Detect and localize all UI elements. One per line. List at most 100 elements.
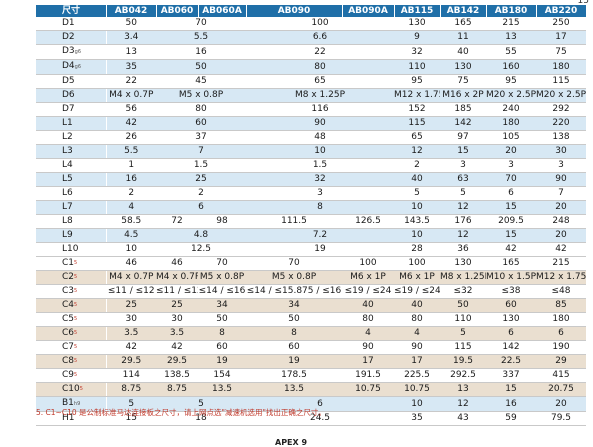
table-row: L8 58.5 72 98 111.5 126.5 143.5 176 209.5 248 [36,214,586,229]
table-cell: 5 [440,326,486,341]
table-cell: 25 [156,172,246,187]
table-cell: 4.8 [156,228,246,243]
table-cell: 2 [156,186,246,201]
table-cell: 10 [394,200,440,215]
table-cell: 50 [156,59,246,75]
table-cell: 100 [246,17,394,31]
table-cell: 90 [342,340,394,355]
table-cell: 115 [536,74,586,89]
table-cell: 5.5 [156,30,246,45]
table-cell: 32 [246,172,394,187]
table-cell: 10.75 [394,382,440,397]
table-cell: 15 [486,382,536,397]
table-cell: 248 [536,214,586,229]
table-cell: 130 [440,59,486,75]
table-cell: 42 [486,242,536,257]
table-cell: 10 [394,228,440,243]
table-cell: M6 x 1P [342,270,394,285]
row-label: D6 [36,88,107,103]
table-cell: 220 [536,116,586,131]
row-label: L10 [36,242,107,257]
table-cell: 80 [156,102,246,117]
table-row: C35≤11 / ≤12≤11 / ≤12≤14 / ≤16≤14 / ≤15.… [36,284,586,299]
table-cell: 90 [536,172,586,187]
table-cell: 111.5 [246,214,342,229]
row-label: L2 [36,130,107,145]
table-cell: 8 [198,326,246,341]
table-cell: 6 [486,326,536,341]
table-cell: 11 [440,30,486,45]
table-cell: 12 [440,200,486,215]
table-row: L1 42 60 90 115 142 180 220 [36,116,586,131]
row-label: L8 [36,214,107,229]
table-cell: 130 [486,312,536,327]
table-cell: 3 [486,158,536,173]
table-row: L9 4.5 4.8 7.2 10 12 15 20 [36,228,586,243]
row-label: L1 [36,116,107,131]
table-cell: 105 [486,130,536,145]
table-cell: 13 [486,30,536,45]
row-label: H1 [36,411,107,426]
table-cell: 43 [440,411,486,426]
table-cell: 250 [536,17,586,31]
table-cell: 50 [106,17,156,31]
row-label: L9 [36,228,107,243]
table-cell: 97 [440,130,486,145]
table-cell: 1 [106,158,156,173]
table-row: C45 25 25 34 34 40 40 50 60 85 [36,298,586,313]
table-row: L7 4 6 8 10 12 15 20 [36,200,586,215]
table-cell: 19 [198,354,246,369]
table-row: D4g6 35 50 80 110 130 160 180 [36,59,586,75]
table-cell: 142 [440,116,486,131]
row-label-note: 5 [79,386,83,392]
table-cell: 16 [156,44,246,60]
table-cell: 40 [394,172,440,187]
table-cell: 30 [156,312,198,327]
table-cell: 30 [106,312,156,327]
footnote: 5. C1~C10 是公制标准马达连接板之尺寸，请上网点选"减速机选用"找出正确… [36,408,326,417]
table-cell: 17 [342,354,394,369]
table-cell: 143.5 [394,214,440,229]
table-cell: 19.5 [440,354,486,369]
table-cell: M4 x 0.7P [106,270,156,285]
row-label-note: 5 [74,260,78,266]
row-label-note: 5 [74,274,78,280]
table-cell: 85 [536,298,586,313]
row-label-note: 5 [74,344,78,350]
table-cell: 130 [394,17,440,31]
table-cell: 415 [536,368,586,383]
table-cell: M8 x 1.25P [246,88,394,103]
table-cell: 70 [156,17,246,31]
table-cell: 2 [394,158,440,173]
table-cell: 7 [156,144,246,159]
row-label: C95 [36,368,107,383]
table-cell: 240 [486,102,536,117]
table-cell: 75 [536,44,586,60]
table-cell: 178.5 [246,368,342,383]
row-label-note: 5 [74,372,78,378]
row-label: D4g6 [36,59,107,75]
row-label-note: 5 [74,330,78,336]
table-cell: 15 [486,200,536,215]
table-cell: 100 [342,256,394,271]
table-cell: 3 [440,158,486,173]
table-cell: 180 [536,312,586,327]
table-cell: ≤19 / ≤24 [342,284,394,299]
table-cell: M5 x 0.8P [198,270,246,285]
table-cell: ≤32 [440,284,486,299]
table-cell: ≤38 [486,284,536,299]
table-cell: 185 [440,102,486,117]
table-cell: 59 [486,411,536,426]
table-cell: 46 [106,256,156,271]
table-cell: 79.5 [536,411,586,426]
table-row: L4 1 1.5 1.5 2 3 3 3 [36,158,586,173]
table-row: C85 29.5 29.5 19 19 17 17 19.5 22.5 29 [36,354,586,369]
table-cell: 160 [486,59,536,75]
table-cell: 4 [394,326,440,341]
table-cell: 46 [156,256,198,271]
table-cell: 116 [246,102,394,117]
table-cell: 24.5 [246,411,394,426]
table-cell: 32 [394,44,440,60]
table-row: C25 M4 x 0.7P M4 x 0.7P M5 x 0.8P M5 x 0.8P M… [36,270,586,285]
table-cell: 4.5 [106,228,156,243]
